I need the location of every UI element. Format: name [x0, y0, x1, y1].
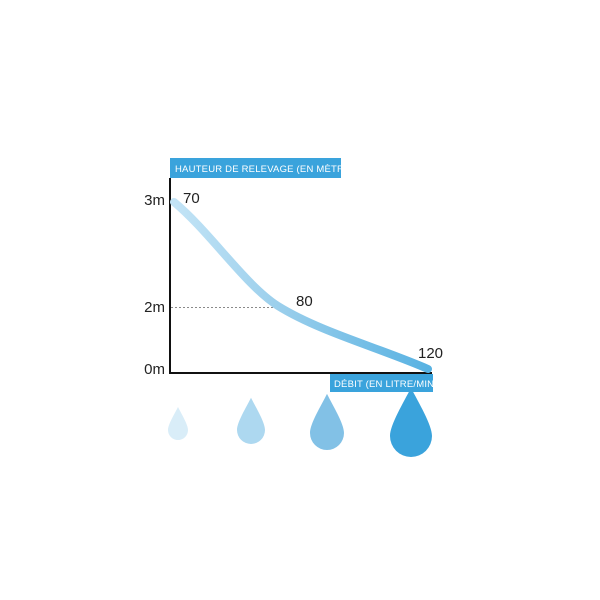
drop-medium-icon [237, 397, 265, 444]
x-axis-title-box [330, 374, 433, 392]
drop-large-icon [310, 393, 344, 450]
data-label-80: 80 [296, 293, 313, 310]
x-axis-title: DÉBIT (EN LITRE/MIN) [334, 379, 438, 390]
y-tick-labels: 3m 2m 0m [144, 192, 165, 378]
drop-xlarge-icon [390, 387, 432, 457]
y-axis-title-box [170, 158, 341, 178]
y-tick-0m: 0m [144, 361, 165, 378]
y-axis-title: HAUTEUR DE RELEVAGE (EN MÈTRE) [175, 164, 354, 175]
y-tick-2m: 2m [144, 299, 165, 316]
flow-curve [170, 198, 432, 373]
data-label-70: 70 [183, 190, 200, 207]
drop-small-icon [168, 407, 188, 440]
data-labels: 70 80 120 [183, 190, 443, 362]
data-label-120: 120 [418, 345, 443, 362]
y-tick-3m: 3m [144, 192, 165, 209]
water-drops [168, 387, 432, 457]
